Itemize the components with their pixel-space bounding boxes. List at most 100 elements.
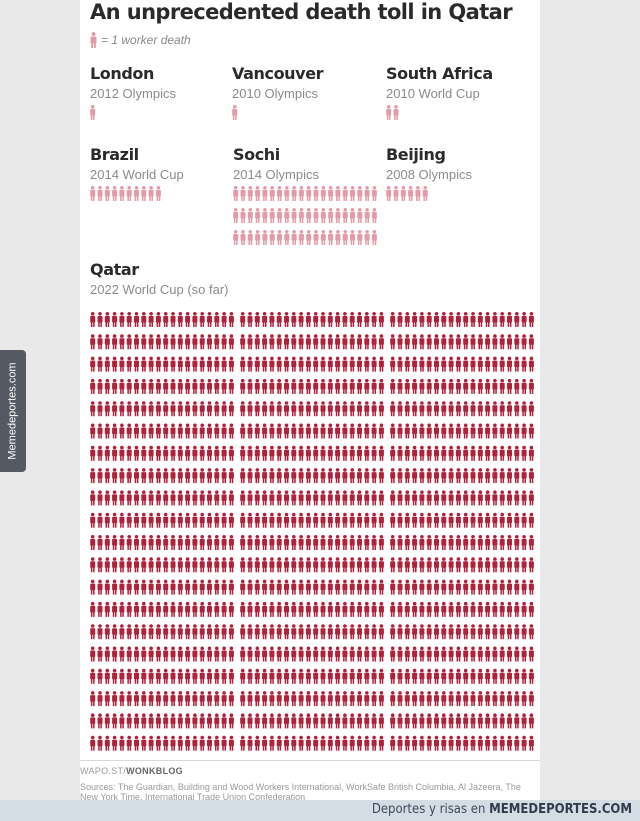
person-icon — [327, 735, 333, 751]
person-icon — [364, 579, 370, 595]
person-icon — [90, 105, 96, 120]
person-icon — [134, 579, 139, 595]
person-icon — [262, 401, 268, 417]
person-icon — [255, 186, 261, 201]
person-icon — [192, 668, 198, 684]
person-icon — [342, 468, 348, 484]
person-icon — [207, 401, 212, 417]
person-icon — [155, 401, 161, 417]
person-icon — [455, 356, 461, 372]
person-icon — [328, 186, 334, 201]
person-icon — [521, 356, 527, 372]
person-icon — [199, 646, 205, 662]
person-icon — [284, 186, 290, 201]
person-icon — [141, 579, 147, 595]
person-icon — [247, 624, 253, 640]
person-icon — [499, 601, 505, 617]
person-icon — [221, 624, 227, 640]
person-icon — [485, 401, 491, 417]
person-icon — [170, 646, 176, 662]
person-icon — [148, 735, 154, 751]
person-icon — [277, 208, 282, 223]
person-icon — [320, 208, 326, 223]
person-icon — [254, 624, 260, 640]
person-icon — [426, 646, 432, 662]
person-icon — [441, 378, 447, 394]
person-icon — [492, 445, 498, 461]
person-icon — [364, 208, 370, 223]
person-icon — [192, 356, 198, 372]
person-icon — [97, 378, 103, 394]
person-icon — [349, 668, 355, 684]
person-icon — [514, 334, 520, 350]
person-icon — [455, 579, 461, 595]
person-icon — [441, 713, 447, 729]
person-icon — [441, 445, 447, 461]
person-icon — [214, 512, 220, 528]
person-icon — [112, 490, 118, 506]
person-icon — [507, 334, 512, 350]
person-icon — [470, 535, 476, 550]
person-icon — [492, 646, 498, 662]
person-icon — [419, 423, 425, 439]
person-icon — [240, 691, 246, 707]
person-icon — [192, 378, 198, 394]
person-icon — [485, 624, 491, 640]
person-icon — [305, 624, 311, 640]
person-icon — [371, 334, 377, 350]
person-icon — [448, 490, 454, 506]
person-icon — [364, 401, 370, 417]
person-icon — [397, 423, 403, 439]
person-icon — [214, 468, 220, 484]
person-icon — [364, 668, 370, 684]
person-icon — [185, 713, 191, 729]
person-icon — [90, 668, 96, 684]
person-icon — [104, 557, 110, 573]
person-icon — [112, 624, 118, 640]
person-icon — [507, 601, 512, 617]
person-icon — [426, 557, 432, 573]
person-icon — [148, 579, 154, 595]
person-icon — [426, 423, 432, 439]
person-icon — [228, 423, 234, 439]
person-icon — [528, 579, 534, 595]
person-icon — [514, 557, 520, 573]
person-icon — [207, 423, 212, 439]
person-icon — [199, 713, 205, 729]
person-icon — [163, 579, 169, 595]
person-icon — [170, 713, 176, 729]
person-icon — [228, 468, 234, 484]
person-icon — [499, 579, 505, 595]
person-icon — [228, 713, 234, 729]
person-icon — [528, 490, 534, 506]
person-icon — [119, 512, 125, 528]
person-icon — [499, 557, 505, 573]
icons-sochi — [233, 186, 377, 245]
person-icon — [492, 579, 498, 595]
person-icon — [214, 579, 220, 595]
person-icon — [199, 423, 205, 439]
country-name: Brazil — [90, 145, 139, 164]
person-icon — [262, 624, 268, 640]
person-icon — [349, 691, 355, 707]
person-icon — [499, 535, 505, 550]
person-icon — [247, 646, 253, 662]
person-icon — [371, 423, 377, 439]
person-icon — [221, 713, 227, 729]
icons-qatar — [90, 312, 534, 751]
person-icon — [521, 713, 527, 729]
person-icon — [214, 668, 220, 684]
person-icon — [119, 186, 125, 201]
person-icon — [269, 735, 275, 751]
person-icon — [228, 691, 234, 707]
event-name: 2014 Olympics — [233, 167, 319, 182]
person-icon — [104, 624, 110, 640]
person-icon — [298, 490, 304, 506]
person-icon — [419, 535, 425, 550]
person-icon — [119, 334, 125, 350]
person-icon — [320, 230, 326, 245]
person-icon — [112, 378, 118, 394]
person-icon — [455, 445, 461, 461]
person-icon — [247, 445, 253, 461]
person-icon — [470, 735, 476, 751]
